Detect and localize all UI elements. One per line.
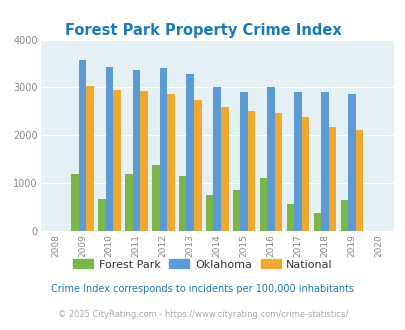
Bar bbox=[113, 90, 120, 231]
Text: Crime Index corresponds to incidents per 100,000 inhabitants: Crime Index corresponds to incidents per… bbox=[51, 284, 354, 294]
Bar bbox=[294, 92, 301, 231]
Bar bbox=[220, 107, 228, 231]
Bar bbox=[267, 87, 274, 231]
Bar bbox=[151, 165, 159, 231]
Bar bbox=[247, 111, 255, 231]
Bar bbox=[132, 70, 140, 231]
Bar bbox=[213, 87, 220, 231]
Bar bbox=[240, 92, 247, 231]
Legend: Forest Park, Oklahoma, National: Forest Park, Oklahoma, National bbox=[68, 255, 337, 274]
Bar bbox=[355, 130, 362, 231]
Bar bbox=[232, 190, 240, 231]
Bar bbox=[86, 85, 94, 231]
Bar bbox=[71, 174, 79, 231]
Bar bbox=[186, 74, 194, 231]
Bar bbox=[159, 68, 166, 231]
Bar bbox=[79, 60, 86, 231]
Bar bbox=[340, 200, 347, 231]
Bar bbox=[179, 177, 186, 231]
Bar bbox=[328, 127, 336, 231]
Bar bbox=[274, 113, 282, 231]
Text: © 2025 CityRating.com - https://www.cityrating.com/crime-statistics/: © 2025 CityRating.com - https://www.city… bbox=[58, 310, 347, 319]
Bar bbox=[194, 100, 201, 231]
Bar bbox=[205, 195, 213, 231]
Bar bbox=[98, 199, 105, 231]
Bar bbox=[301, 117, 309, 231]
Bar bbox=[320, 92, 328, 231]
Bar bbox=[259, 178, 267, 231]
Bar bbox=[125, 174, 132, 231]
Bar bbox=[105, 67, 113, 231]
Bar bbox=[286, 204, 294, 231]
Bar bbox=[166, 94, 174, 231]
Bar bbox=[313, 213, 320, 231]
Bar bbox=[140, 91, 147, 231]
Bar bbox=[347, 94, 355, 231]
Text: Forest Park Property Crime Index: Forest Park Property Crime Index bbox=[64, 23, 341, 38]
